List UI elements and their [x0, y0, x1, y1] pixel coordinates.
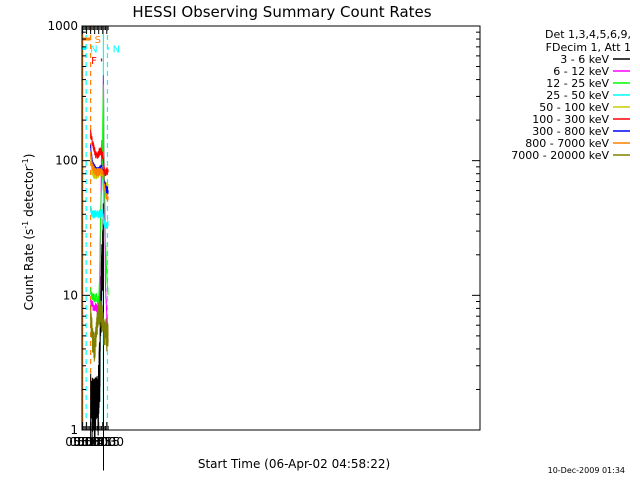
x-tick-label: 05:15 — [69, 435, 104, 449]
x-tick-label: 06:30 — [89, 435, 124, 449]
x-tick-label: 06:00 — [81, 435, 116, 449]
series-line — [90, 203, 104, 471]
x-tick-label: 05:30 — [73, 435, 108, 449]
x-tick-label: 05:45 — [77, 435, 112, 449]
svg-text:Count Rate (s-1 detector-1): Count Rate (s-1 detector-1) — [21, 154, 36, 311]
series-line — [90, 205, 109, 230]
y-tick-label: 1000 — [47, 19, 78, 33]
legend-label: 6 - 12 keV — [553, 65, 609, 78]
legend-label: 100 - 300 keV — [532, 113, 609, 126]
y-label-part: detector — [22, 166, 36, 221]
x-tick-label: 06:15 — [85, 435, 120, 449]
legend: Det 1,3,4,5,6,9, FDecim 1, Att 1 3 - 6 k… — [511, 28, 631, 162]
y-axis-label: Count Rate (s-1 detector-1) — [21, 154, 36, 311]
legend-label: 800 - 7000 keV — [525, 137, 609, 150]
y-tick-label: 1 — [70, 423, 78, 437]
series-line — [90, 75, 109, 336]
x-tick-label: 05:00 — [65, 435, 100, 449]
legend-label: 3 - 6 keV — [560, 53, 609, 66]
y-label-part: ) — [22, 154, 36, 159]
legend-header: FDecim 1, Att 1 — [546, 41, 631, 54]
series-line — [90, 129, 109, 177]
x-axis-label: Start Time (06-Apr-02 04:58:22) — [198, 457, 390, 471]
legend-label: 7000 - 20000 keV — [511, 149, 609, 162]
y-label-exponent: -1 — [21, 221, 30, 229]
legend-label: 50 - 100 keV — [539, 101, 609, 114]
flag-label: N — [90, 45, 97, 56]
flag-label: S — [95, 35, 101, 46]
y-label-part: Count Rate (s — [22, 229, 36, 311]
flag-label: N — [113, 45, 120, 56]
flag-label: F — [91, 56, 97, 67]
series-line — [90, 151, 109, 201]
y-label-exponent: -1 — [21, 158, 30, 166]
series-line — [90, 300, 109, 362]
y-tick-label: 100 — [55, 154, 78, 168]
chart-title: HESSI Observing Summary Count Rates — [132, 3, 431, 21]
legend-header: Det 1,3,4,5,6,9, — [545, 28, 631, 41]
legend-label: 300 - 800 keV — [532, 125, 609, 138]
plot-frame — [81, 25, 481, 431]
timestamp: 10-Dec-2009 01:34 — [548, 466, 625, 475]
legend-label: 12 - 25 keV — [546, 77, 609, 90]
legend-label: 25 - 50 keV — [546, 89, 609, 102]
y-tick-label: 10 — [63, 288, 78, 302]
